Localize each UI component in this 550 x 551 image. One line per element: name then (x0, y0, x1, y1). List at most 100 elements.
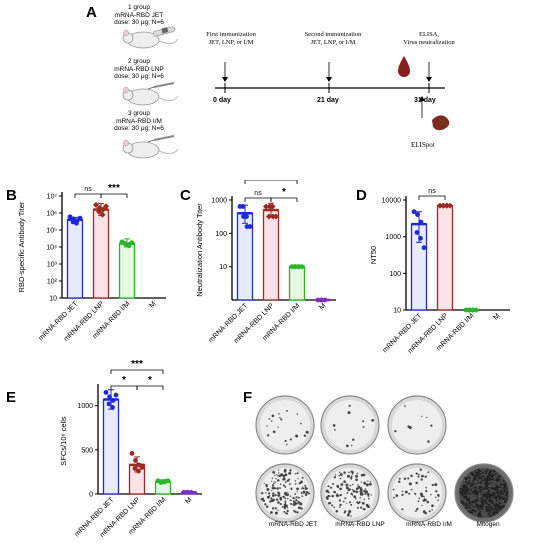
spot (415, 481, 418, 485)
spot (290, 488, 293, 491)
spot (502, 490, 506, 493)
spot (486, 468, 489, 471)
spot (284, 497, 287, 500)
data-point (414, 230, 420, 235)
spot (482, 491, 485, 494)
spot (475, 496, 478, 499)
spot (428, 510, 431, 513)
spot (284, 468, 287, 472)
spot (485, 509, 489, 513)
panel-label-a: A (86, 4, 97, 21)
spot (278, 492, 280, 495)
spot (394, 429, 397, 433)
spot (277, 426, 279, 428)
spot (301, 486, 304, 488)
spot (349, 484, 352, 487)
spot (305, 491, 309, 494)
spot (472, 482, 475, 485)
spot (496, 480, 498, 483)
spot (282, 484, 285, 487)
spot (494, 510, 497, 513)
spot (485, 481, 489, 485)
elispot-well (454, 463, 514, 523)
x-tick-label: M (148, 300, 157, 309)
spot (347, 411, 351, 415)
spot (485, 497, 488, 500)
data-point (133, 458, 138, 463)
data-point (318, 297, 324, 303)
spot (477, 497, 479, 499)
mouse-1-icon (122, 26, 179, 49)
spot (506, 488, 508, 491)
spot (489, 500, 492, 503)
data-point (263, 203, 269, 210)
bar (118, 242, 136, 299)
spot (290, 502, 293, 505)
spot (271, 477, 274, 480)
data-point (96, 204, 103, 211)
spot (420, 469, 422, 471)
spot (289, 438, 292, 441)
spot (303, 492, 305, 495)
significance-label: ns (428, 188, 436, 195)
spot (492, 493, 495, 496)
group-2-label: 2 group mRNA-RBD LNP dose: 30 μg; N=6 (114, 58, 164, 80)
spot (414, 493, 417, 496)
spot (260, 491, 264, 495)
y-tick-label: 10 (219, 264, 227, 271)
spot (271, 484, 275, 487)
spot (502, 496, 505, 499)
spot (367, 480, 369, 482)
significance-bracket (418, 195, 446, 200)
spot (501, 486, 504, 489)
spot (401, 490, 404, 493)
spot (494, 512, 496, 514)
spot (287, 497, 289, 500)
spot (270, 511, 273, 514)
data-point (107, 394, 112, 400)
data-point (103, 203, 109, 210)
panel-label-b: B (6, 187, 17, 204)
spot (351, 444, 353, 447)
spot (459, 488, 462, 491)
spot (471, 491, 473, 493)
spot (356, 501, 359, 504)
spot (266, 488, 270, 491)
spot (415, 472, 418, 475)
y-tick-label: 10⁶ (46, 211, 57, 218)
spot (473, 491, 477, 494)
spot (479, 510, 482, 513)
spot (274, 511, 278, 515)
spot (410, 474, 413, 478)
spot (466, 487, 469, 490)
spot (493, 508, 495, 510)
event-1-label: First immunization JET, LNP, or I/M (206, 31, 256, 46)
spot (271, 420, 273, 422)
spot (501, 492, 504, 495)
spot (479, 481, 483, 485)
spot (284, 500, 287, 503)
spot (498, 492, 501, 495)
spot (300, 422, 302, 425)
spot (468, 507, 471, 510)
spot (271, 486, 275, 490)
spot (367, 495, 370, 497)
spot (274, 507, 277, 510)
spot (284, 481, 287, 483)
spot (478, 473, 482, 476)
spot (262, 499, 266, 503)
spot (500, 496, 503, 498)
well-inner (392, 468, 442, 518)
arrow-down-icon (426, 62, 432, 82)
spot (476, 479, 479, 482)
data-point (136, 468, 141, 474)
spot (492, 510, 495, 512)
spot (355, 478, 358, 482)
spot (497, 489, 500, 492)
data-point (440, 202, 446, 209)
spot (398, 477, 401, 480)
spot (279, 483, 282, 485)
spot (499, 506, 502, 509)
data-point (93, 201, 99, 208)
spot (494, 471, 496, 473)
